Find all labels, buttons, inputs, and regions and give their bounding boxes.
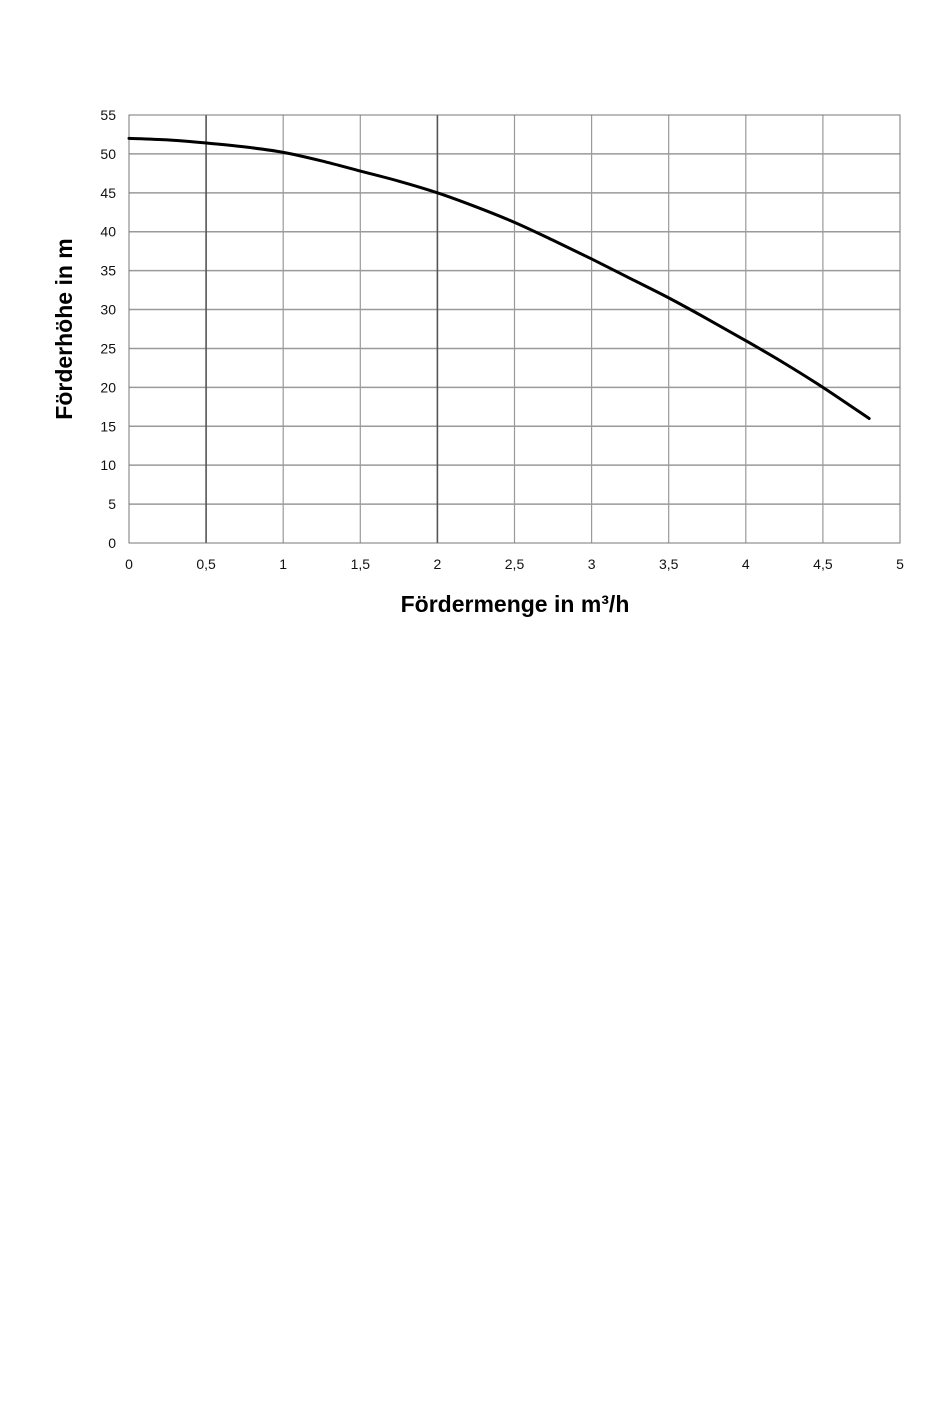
y-tick-label: 20	[100, 379, 116, 395]
y-tick-label: 15	[100, 418, 116, 434]
pump-curve-line	[127, 136, 871, 420]
y-axis-ticks: 0 5 10 15 20 25 30 35 40 45 50 55	[100, 107, 116, 551]
x-tick-label: 0,5	[196, 556, 216, 572]
series-layer	[127, 136, 871, 420]
plot-area-frame	[128, 114, 901, 544]
y-tick-label: 30	[100, 302, 116, 318]
y-tick-label: 10	[100, 457, 116, 473]
y-tick-label: 45	[100, 185, 116, 201]
x-tick-label: 0	[125, 556, 133, 572]
x-tick-label: 4	[742, 556, 750, 572]
y-tick-label: 0	[108, 535, 116, 551]
y-tick-label: 25	[100, 340, 116, 356]
x-tick-label: 4,5	[813, 556, 833, 572]
y-tick-label: 5	[108, 496, 116, 512]
x-axis-title: Fördermenge in m³/h	[401, 591, 630, 617]
y-tick-label: 35	[100, 263, 116, 279]
x-tick-label: 2,5	[505, 556, 525, 572]
y-tick-label: 40	[100, 224, 116, 240]
y-tick-label: 55	[100, 107, 116, 123]
x-tick-label: 2	[434, 556, 442, 572]
x-axis-ticks: 0 0,5 1 1,5 2 2,5 3 3,5 4 4,5 5	[125, 556, 904, 572]
y-tick-label: 50	[100, 146, 116, 162]
x-tick-label: 5	[896, 556, 904, 572]
y-axis-title: Förderhöhe in m	[51, 238, 77, 419]
x-tick-label: 1,5	[351, 556, 371, 572]
x-tick-label: 3	[588, 556, 596, 572]
x-tick-label: 1	[279, 556, 287, 572]
x-tick-label: 3,5	[659, 556, 679, 572]
grid	[129, 115, 900, 543]
